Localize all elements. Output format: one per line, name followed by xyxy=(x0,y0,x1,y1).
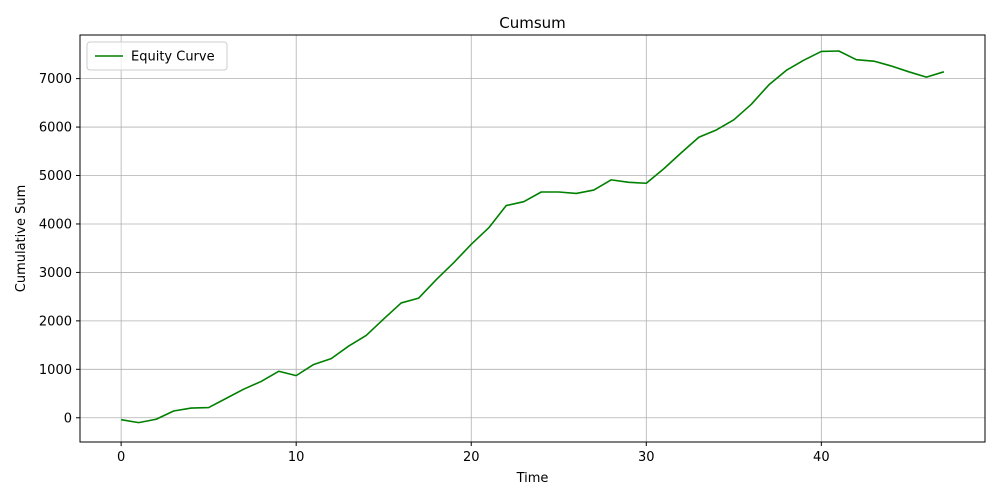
chart-title: Cumsum xyxy=(499,14,566,32)
x-tick-label: 40 xyxy=(813,450,830,465)
y-tick-label: 4000 xyxy=(39,217,72,232)
legend-box xyxy=(86,41,228,71)
series-line-equity-curve xyxy=(121,50,945,424)
x-tick-label: 10 xyxy=(288,450,305,465)
x-axis-ticks: 0 10 20 30 40 xyxy=(117,442,830,465)
grid xyxy=(80,35,985,442)
y-tick-label: 5000 xyxy=(39,169,72,184)
x-axis-label: Time xyxy=(516,471,549,486)
x-tick-label: 20 xyxy=(463,450,480,465)
y-tick-label: 2000 xyxy=(39,314,72,329)
series-layer xyxy=(121,50,945,424)
y-tick-label: 3000 xyxy=(39,266,72,281)
legend: Equity Curve xyxy=(86,41,228,71)
x-tick-label: 0 xyxy=(117,450,125,465)
y-axis-label: Cumulative Sum xyxy=(14,185,29,293)
y-tick-label: 1000 xyxy=(39,363,72,378)
y-tick-label: 6000 xyxy=(39,121,72,136)
y-tick-label: 7000 xyxy=(39,72,72,87)
x-tick-label: 30 xyxy=(638,450,655,465)
plot-frame xyxy=(79,34,986,443)
y-axis-ticks: 0 1000 2000 3000 4000 5000 6000 7000 xyxy=(39,72,80,426)
legend-label-equity-curve: Equity Curve xyxy=(131,50,215,65)
y-tick-label: 0 xyxy=(64,411,72,426)
